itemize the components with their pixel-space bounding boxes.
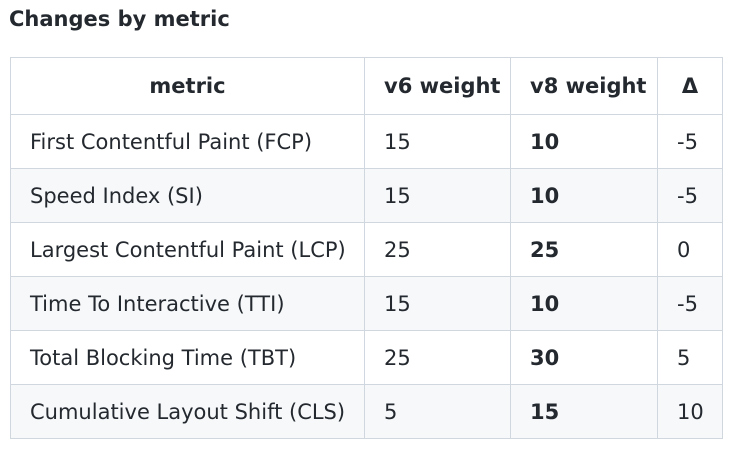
header-v6-weight: v6 weight xyxy=(364,57,511,115)
metric-cell: Total Blocking Time (TBT) xyxy=(10,330,365,385)
delta-cell: -5 xyxy=(657,276,723,331)
v8-weight-cell: 10 xyxy=(510,276,658,331)
metric-cell: Largest Contentful Paint (LCP) xyxy=(10,222,365,277)
table-row: Total Blocking Time (TBT) 25 30 5 xyxy=(10,330,723,385)
delta-cell: 0 xyxy=(657,222,723,277)
v8-weight-cell: 25 xyxy=(510,222,658,277)
v6-weight-cell: 5 xyxy=(364,384,511,439)
v6-weight-cell: 15 xyxy=(364,276,511,331)
metric-cell: Speed Index (SI) xyxy=(10,168,365,223)
table-row: Speed Index (SI) 15 10 -5 xyxy=(10,168,723,223)
table-row: First Contentful Paint (FCP) 15 10 -5 xyxy=(10,114,723,169)
v8-weight-cell: 15 xyxy=(510,384,658,439)
v8-weight-cell: 30 xyxy=(510,330,658,385)
v6-weight-cell: 25 xyxy=(364,222,511,277)
table-row: Cumulative Layout Shift (CLS) 5 15 10 xyxy=(10,384,723,439)
table-row: Largest Contentful Paint (LCP) 25 25 0 xyxy=(10,222,723,277)
metrics-table: metric v6 weight v8 weight Δ First Conte… xyxy=(10,57,723,439)
v8-weight-cell: 10 xyxy=(510,168,658,223)
header-delta: Δ xyxy=(657,57,723,115)
header-metric: metric xyxy=(10,57,365,115)
metric-cell: Time To Interactive (TTI) xyxy=(10,276,365,331)
header-v8-weight: v8 weight xyxy=(510,57,658,115)
v6-weight-cell: 15 xyxy=(364,114,511,169)
section-heading: Changes by metric xyxy=(9,7,230,31)
delta-cell: 10 xyxy=(657,384,723,439)
table-header-row: metric v6 weight v8 weight Δ xyxy=(10,57,723,115)
delta-cell: -5 xyxy=(657,168,723,223)
metric-cell: First Contentful Paint (FCP) xyxy=(10,114,365,169)
table-row: Time To Interactive (TTI) 15 10 -5 xyxy=(10,276,723,331)
v8-weight-cell: 10 xyxy=(510,114,658,169)
v6-weight-cell: 15 xyxy=(364,168,511,223)
metric-cell: Cumulative Layout Shift (CLS) xyxy=(10,384,365,439)
delta-cell: 5 xyxy=(657,330,723,385)
delta-cell: -5 xyxy=(657,114,723,169)
v6-weight-cell: 25 xyxy=(364,330,511,385)
